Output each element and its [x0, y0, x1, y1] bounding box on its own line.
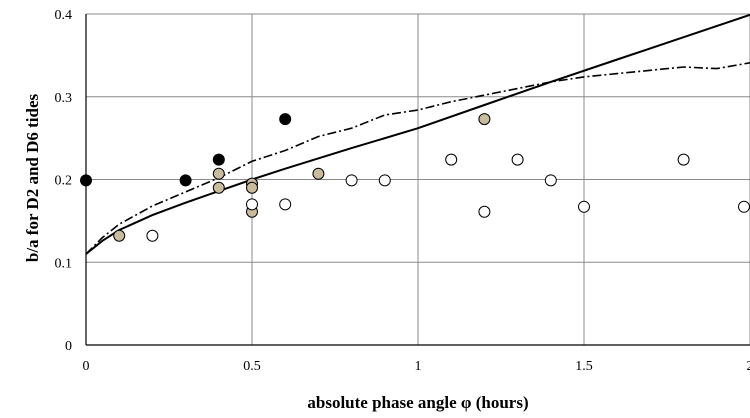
x-tick-label: 0: [83, 359, 90, 374]
open-point: [279, 198, 292, 211]
open-point: [677, 153, 690, 166]
tan-point: [312, 167, 325, 180]
tan-point: [212, 181, 225, 194]
tick-labels: 0 0.1 0.2 0.3 0.4 0 0.5 1 1.5 2: [55, 8, 750, 374]
x-axis-title: absolute phase angle φ (hours): [307, 393, 528, 412]
x-tick-label: 2: [747, 359, 750, 374]
x-tick-label: 1: [415, 359, 422, 374]
open-point: [544, 174, 557, 187]
y-tick-label: 0.4: [55, 8, 73, 23]
x-tick-label: 1.5: [575, 359, 593, 374]
dash-dot-trend-line: [85, 62, 750, 255]
open-point: [738, 200, 750, 213]
open-point: [478, 205, 491, 218]
solid-trend-line: [85, 13, 750, 255]
tan-point: [478, 113, 491, 126]
open-point: [578, 200, 590, 213]
black-point: [212, 153, 225, 166]
black-point: [80, 174, 92, 187]
black-point: [179, 174, 192, 187]
open-point: [378, 174, 391, 187]
series-points: [80, 113, 750, 242]
open-point: [511, 153, 524, 166]
open-point: [345, 174, 358, 187]
series-lines: [85, 13, 750, 255]
y-tick-label: 0.2: [55, 174, 73, 189]
y-tick-label: 0.1: [55, 256, 73, 271]
y-axis-title: b/a for D2 and D6 tides: [23, 93, 42, 262]
x-tick-label: 0.5: [243, 359, 261, 374]
tan-point: [113, 229, 126, 242]
open-point: [445, 153, 458, 166]
tan-point: [246, 181, 258, 194]
open-point: [246, 198, 258, 211]
y-tick-label: 0: [65, 339, 72, 354]
open-point: [146, 229, 159, 242]
tan-point: [212, 167, 225, 180]
black-point: [279, 113, 292, 126]
y-tick-label: 0.3: [55, 91, 73, 106]
